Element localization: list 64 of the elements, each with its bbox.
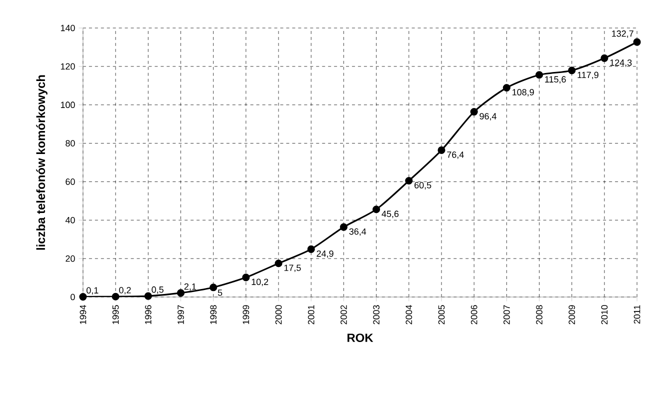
point: [340, 223, 348, 231]
point: [502, 84, 510, 92]
point: [470, 108, 478, 116]
x-tick-label: 2007: [503, 305, 510, 324]
data-label: 24,9: [316, 250, 334, 258]
data-label: 36,4: [349, 228, 366, 236]
data-label: 115,6: [545, 76, 566, 84]
point: [274, 260, 282, 268]
point: [600, 54, 608, 62]
data-label: 17,5: [284, 264, 301, 272]
x-tick-label: 2009: [568, 305, 576, 324]
x-tick-label: 2001: [308, 305, 314, 324]
x-tick-label: 2011: [634, 305, 640, 324]
point: [405, 176, 413, 185]
point: [79, 293, 87, 301]
y-tick-label: 20: [66, 255, 75, 262]
point: [438, 146, 446, 154]
data-label: 132,7: [612, 30, 634, 38]
y-tick-label: 40: [65, 216, 75, 224]
y-tick-label: 80: [66, 140, 75, 146]
x-tick-label: 1995: [112, 305, 119, 324]
data-label: 0,2: [119, 287, 131, 294]
data-label: 2,1: [184, 283, 196, 291]
data-label: 60,5: [414, 182, 432, 190]
data-label: 96,4: [480, 113, 496, 120]
point: [568, 66, 576, 74]
point: [112, 292, 120, 300]
y-axis-title: liczba telefonów komórkowych: [36, 75, 48, 250]
data-label: 5: [218, 290, 222, 296]
x-tick-label: 1999: [242, 305, 250, 324]
x-tick-label: 2008: [536, 305, 542, 324]
data-label: 117,9: [578, 72, 598, 80]
data-label: 108,9: [512, 89, 534, 96]
point: [535, 71, 544, 79]
x-tick-label: 1998: [210, 305, 217, 324]
data-label: 10,2: [252, 278, 268, 286]
y-tick-label: 60: [66, 178, 75, 185]
point: [144, 292, 152, 300]
x-tick-label: 2002: [340, 305, 347, 324]
data-label: 124,3: [610, 59, 632, 67]
point: [210, 284, 218, 292]
data-label: 45,6: [382, 210, 399, 218]
data-label: 76,4: [447, 151, 464, 159]
x-tick-label: 2003: [373, 305, 380, 324]
x-tick-label: 2010: [601, 305, 608, 324]
y-tick-label: 120: [60, 63, 75, 70]
data-label: 0,1: [86, 287, 98, 295]
x-tick-label: 2006: [470, 305, 478, 324]
x-axis-title: ROK: [348, 334, 374, 342]
x-tick-label: 2005: [438, 305, 445, 324]
y-tick-label: 0: [70, 294, 75, 300]
point: [176, 289, 185, 297]
point: [307, 245, 315, 253]
point: [372, 206, 380, 214]
x-tick-label: 1996: [145, 305, 152, 324]
point: [242, 274, 250, 282]
data-label: 0,5: [152, 286, 164, 294]
x-tick-label: 1997: [178, 305, 184, 324]
point: [633, 38, 641, 46]
x-tick-label: 1994: [80, 305, 86, 324]
x-tick-label: 2004: [406, 305, 412, 324]
x-tick-label: 2000: [275, 305, 282, 324]
y-tick-label: 140: [60, 24, 75, 32]
y-tick-label: 100: [60, 102, 75, 108]
